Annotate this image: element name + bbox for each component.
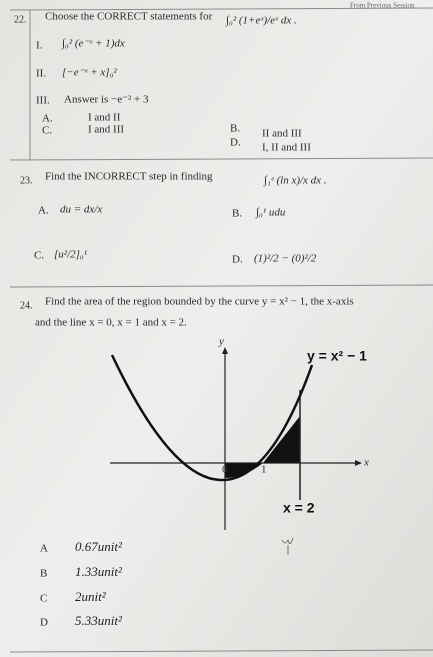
question-number: 22. [14,14,27,25]
question-expression: ∫₁ᵉ (ln x)/x dx . [263,175,327,187]
question-number: 24. [20,300,33,311]
rule [9,7,433,11]
rule [9,284,433,288]
statement-text: [−e⁻ˣ + x]₀² [62,67,117,79]
option-text: II and III [262,128,302,140]
tick-label: 1 [261,464,267,476]
question-stem: Choose the CORRECT statements for [45,11,213,23]
rule [9,157,433,161]
question-expression: ∫₀² (1+eˣ)/eˣ dx . [225,15,297,27]
question-stem: and the line x = 0, x = 1 and x = 2. [35,317,187,329]
option-label: D. [232,254,243,266]
option-label: D [40,617,48,629]
statement-text: Answer is −e⁻² + 3 [64,94,149,106]
question-number: 23. [20,175,33,186]
question-stem: Find the area of the region bounded by t… [45,296,354,308]
option-text: 1.33unit² [75,564,123,579]
option-label: C [40,593,47,605]
statement-label: I. [36,40,43,52]
rule [9,649,433,653]
option-text: 2unit² [75,589,107,604]
option-text: 5.33unit² [75,613,123,628]
option-text: I and III [88,124,124,136]
option-label: C. [34,250,44,262]
tick-label: 0 [222,464,228,476]
arrow [222,347,228,354]
option-label: B [40,568,47,580]
header: From Previous Session [350,2,415,10]
statement-text: ∫₀² (e⁻ˣ + 1)dx [61,38,125,50]
option-text: ∫₀¹ udu [255,207,286,219]
graph: y x y = x² − 1 0 1 x = 2 [110,336,369,530]
option-text: du = dx/x [60,204,102,216]
curve-label: y = x² − 1 [307,348,367,364]
line-label: x = 2 [283,500,315,516]
option-text: I, II and III [262,142,311,154]
option-label: D. [230,137,241,149]
pen-mark [281,537,294,555]
option-text: 0.67unit² [75,539,123,554]
option-text: [u²/2]₀¹ [54,249,87,261]
option-text: (1)²/2 − (0)²/2 [254,253,317,265]
statement-label: II. [36,68,46,80]
option-label: C. [42,125,52,137]
statement-label: III. [36,95,50,107]
question-stem: Find the INCORRECT step in finding [45,171,213,183]
option-label: A [40,543,48,555]
option-label: B. [232,208,242,220]
option-label: B. [230,123,240,135]
option-label: A. [38,205,49,217]
shaded-region [263,416,300,463]
axis-label: x [363,457,369,469]
arrow [355,460,362,466]
option-label: A. [42,113,53,125]
axis-label: y [218,336,224,348]
option-text: I and II [88,112,121,124]
curve [110,354,314,482]
